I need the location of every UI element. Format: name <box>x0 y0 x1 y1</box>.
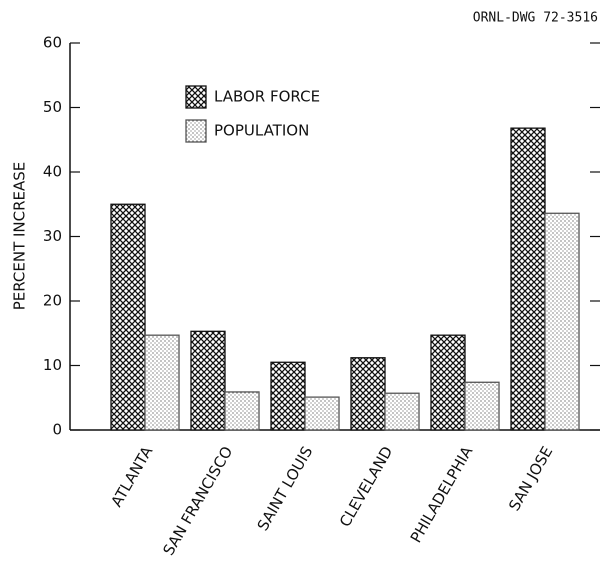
legend-label: LABOR FORCE <box>214 88 320 106</box>
bar <box>110 203 146 431</box>
bar <box>510 127 546 431</box>
x-tick-label: SAN FRANCISCO <box>159 443 236 558</box>
legend-swatch <box>185 85 207 109</box>
y-tick-label: 10 <box>43 356 62 374</box>
bar <box>144 334 180 431</box>
y-tick-label: 0 <box>52 421 62 439</box>
bar <box>430 334 466 431</box>
y-tick-label: 40 <box>43 163 62 181</box>
legend-swatch <box>185 119 207 143</box>
x-tick-label: ATLANTA <box>107 443 156 510</box>
x-tick-label: SAN JOSE <box>505 443 556 514</box>
x-tick-label: PHILADELPHIA <box>407 443 477 546</box>
x-tick-label: CLEVELAND <box>336 443 396 530</box>
bar <box>270 361 306 431</box>
bar <box>544 212 580 431</box>
legend-label: POPULATION <box>214 122 309 140</box>
y-tick-label: 30 <box>43 227 62 245</box>
bar <box>304 396 340 431</box>
bar <box>464 381 500 431</box>
annotation: ORNL-DWG 72-3516 <box>473 11 598 26</box>
bar <box>190 330 226 431</box>
y-tick-label: 50 <box>43 98 62 116</box>
x-tick-label: SAINT LOUIS <box>254 443 317 534</box>
y-axis-label: PERCENT INCREASE <box>11 162 29 311</box>
bar <box>224 391 260 431</box>
y-tick-label: 20 <box>43 292 62 310</box>
y-tick-label: 60 <box>43 34 62 52</box>
bar <box>350 357 386 431</box>
bar <box>384 392 420 431</box>
